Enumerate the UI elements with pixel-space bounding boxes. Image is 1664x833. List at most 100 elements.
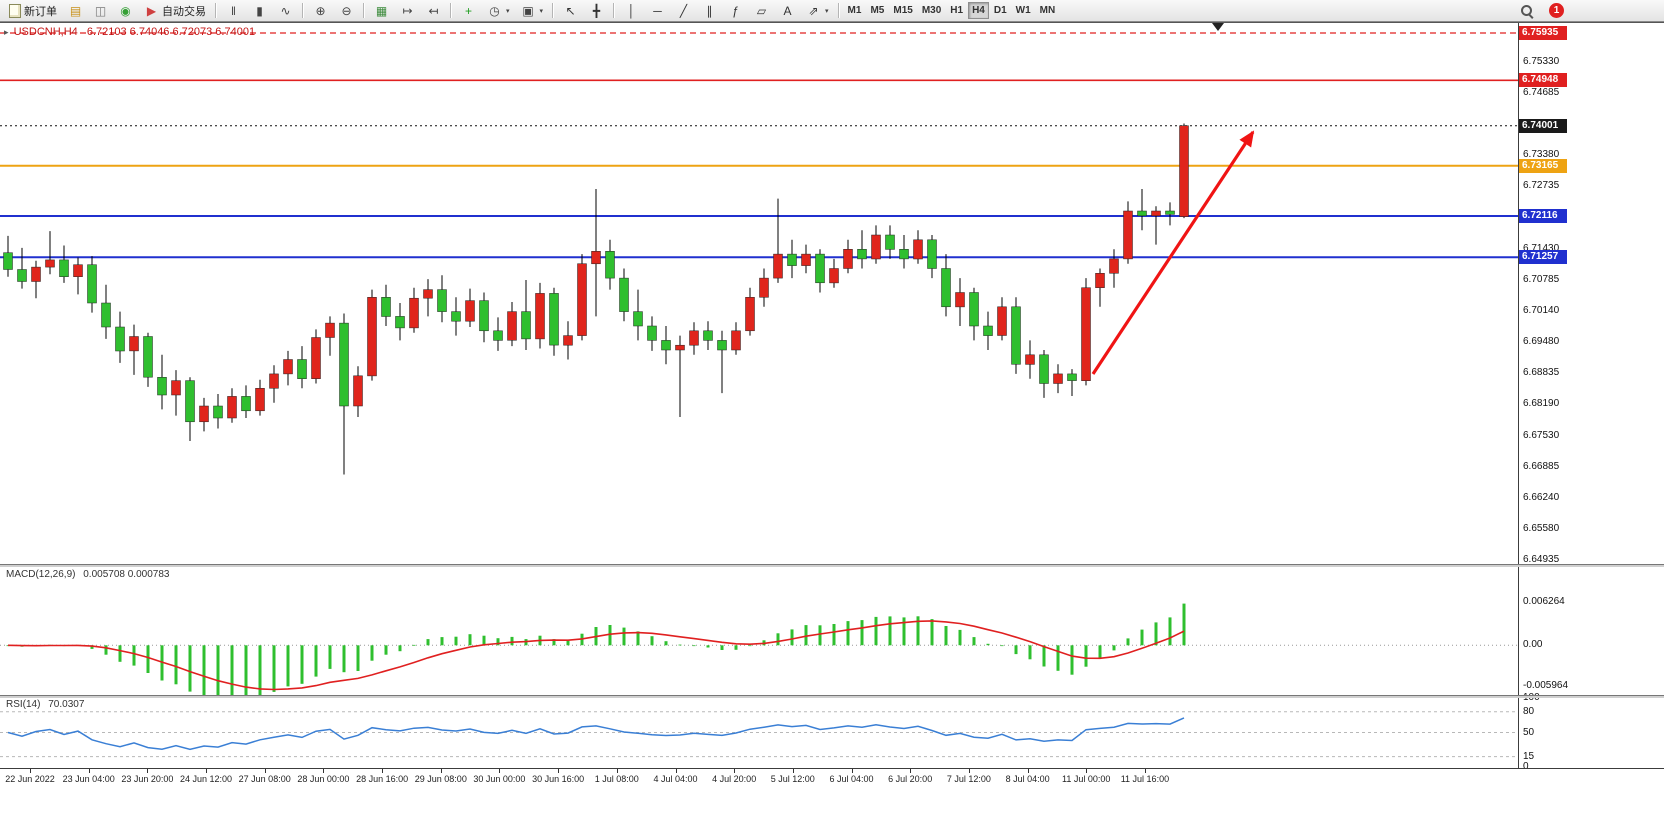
time-axis-label: 5 Jul 12:00 bbox=[770, 774, 815, 784]
time-axis-tick bbox=[147, 769, 149, 773]
cursor-button[interactable]: ↖ bbox=[558, 1, 583, 20]
price-axis-label: 6.67530 bbox=[1523, 430, 1560, 441]
notification-badge[interactable]: 1 bbox=[1549, 3, 1564, 18]
symbol-info-row: ▸ USDCNH,H4 6.72103 6.74046 6.72073 6.74… bbox=[4, 26, 255, 38]
symbol-timeframe-label: USDCNH,H4 bbox=[13, 26, 78, 38]
price-axis-label: 6.70140 bbox=[1523, 305, 1560, 316]
timeframe-H1-button[interactable]: H1 bbox=[946, 2, 967, 19]
candlesticks bbox=[3, 123, 1189, 475]
indicators-icon: + bbox=[464, 3, 472, 18]
time-axis-label: 4 Jul 04:00 bbox=[653, 774, 698, 784]
time-axis-tick bbox=[440, 769, 442, 773]
timeframe-W1-button[interactable]: W1 bbox=[1012, 2, 1035, 19]
timeframe-toolbar: M1 M5 M15 M30 H1 H4 D1 W1 MN bbox=[844, 2, 1060, 19]
price-axis-label: 6.65580 bbox=[1523, 523, 1560, 534]
time-axis[interactable]: 22 Jun 2022 23 Jun 04:00 23 Jun 20:00 24 Ju… bbox=[0, 768, 1664, 792]
templates-button[interactable]: ▣ ▾ bbox=[516, 1, 549, 20]
timeframe-M5-button[interactable]: M5 bbox=[866, 2, 888, 19]
toolbar-separator bbox=[215, 3, 217, 18]
new-order-button[interactable]: 新订单 bbox=[4, 1, 62, 20]
line-chart-icon: ∿ bbox=[280, 3, 291, 18]
profiles-button[interactable]: ◫ bbox=[88, 1, 113, 20]
new-chart-button[interactable]: ▤ bbox=[63, 1, 88, 20]
fibonacci-icon: ƒ bbox=[732, 3, 739, 18]
rsi-axis-label: 50 bbox=[1523, 727, 1535, 738]
time-axis-label: 27 Jun 08:00 bbox=[238, 774, 291, 784]
periods-icon: ◷ bbox=[489, 3, 500, 18]
shapes-icon: ▱ bbox=[756, 3, 767, 18]
mql-community-icon: ◉ bbox=[120, 3, 131, 18]
macd-name: MACD(12,26,9) bbox=[6, 569, 76, 580]
time-axis-label: 22 Jun 2022 bbox=[5, 774, 55, 784]
rsi-value: 70.0307 bbox=[48, 699, 85, 710]
main-chart-canvas[interactable] bbox=[0, 22, 1518, 566]
arrows-icon: ⇗ bbox=[808, 3, 819, 18]
auto-trading-button[interactable]: ▶ 自动交易 bbox=[139, 1, 211, 20]
time-axis-label: 23 Jun 20:00 bbox=[121, 774, 174, 784]
price-axis-label: 6.64935 bbox=[1523, 554, 1560, 565]
indicators-button[interactable]: + bbox=[456, 1, 481, 20]
horizontal-line-button[interactable]: ─ bbox=[645, 1, 670, 20]
time-axis-label: 6 Jul 04:00 bbox=[829, 774, 874, 784]
rsi-axis-label: 100 bbox=[1523, 692, 1540, 704]
arrows-button[interactable]: ⇗ ▾ bbox=[801, 1, 834, 20]
search-button[interactable] bbox=[1515, 1, 1539, 20]
candlestick-chart-button[interactable]: ▮ bbox=[247, 1, 272, 20]
price-axis-label: 6.74685 bbox=[1523, 87, 1560, 98]
macd-canvas[interactable] bbox=[0, 566, 1518, 697]
time-axis-tick bbox=[851, 769, 853, 773]
zoom-in-button[interactable]: ⊕ bbox=[308, 1, 333, 20]
time-axis-label: 4 Jul 20:00 bbox=[712, 774, 757, 784]
fibonacci-button[interactable]: ƒ bbox=[723, 1, 748, 20]
shapes-button[interactable]: ▱ bbox=[749, 1, 774, 20]
trendline-button[interactable]: ╱ bbox=[671, 1, 696, 20]
time-axis-label: 29 Jun 08:00 bbox=[414, 774, 467, 784]
equidistant-channel-button[interactable]: ∥ bbox=[697, 1, 722, 20]
price-axis-label: 6.73380 bbox=[1523, 149, 1560, 160]
line-chart-button[interactable]: ∿ bbox=[273, 1, 298, 20]
auto-scroll-button[interactable]: ↦ bbox=[395, 1, 420, 20]
time-axis-label: 30 Jun 00:00 bbox=[473, 774, 526, 784]
vertical-line-button[interactable]: │ bbox=[619, 1, 644, 20]
rsi-canvas[interactable] bbox=[0, 697, 1518, 768]
time-axis-tick bbox=[499, 769, 501, 773]
rsi-axis-label: 15 bbox=[1523, 751, 1535, 762]
profiles-icon: ◫ bbox=[94, 3, 107, 18]
trend-arrow[interactable] bbox=[1091, 130, 1255, 375]
panel-separator[interactable] bbox=[0, 564, 1664, 567]
tile-windows-button[interactable]: ▦ bbox=[369, 1, 394, 20]
toolbar-separator bbox=[552, 3, 555, 18]
arrows-caret-icon: ▾ bbox=[825, 7, 829, 15]
macd-axis-label: 0.00 bbox=[1523, 639, 1543, 650]
price-line-badge: 6.72116 bbox=[1519, 209, 1567, 223]
window-icon-group: ▤ ◫ ◉ bbox=[63, 1, 138, 20]
equidistant-channel-icon: ∥ bbox=[706, 3, 713, 18]
timeframe-D1-button[interactable]: D1 bbox=[990, 2, 1011, 19]
time-axis-label: 23 Jun 04:00 bbox=[62, 774, 115, 784]
crosshair-button[interactable]: ╋ bbox=[584, 1, 609, 20]
timeframe-MN-button[interactable]: MN bbox=[1036, 2, 1060, 19]
mql-community-button[interactable]: ◉ bbox=[113, 1, 138, 20]
time-axis-tick bbox=[264, 769, 266, 773]
bar-chart-button[interactable]: ‖ bbox=[221, 1, 246, 20]
price-axis[interactable]: 6.75330 6.74685 6.73380 6.72735 6.71430 6.707… bbox=[1518, 22, 1664, 772]
candlestick-chart-icon: ▮ bbox=[256, 3, 263, 18]
periods-caret-icon: ▾ bbox=[506, 7, 510, 15]
timeframe-M1-button[interactable]: M1 bbox=[844, 2, 866, 19]
oneclick-panel-arrow-icon[interactable]: ▸ bbox=[4, 27, 9, 37]
rsi-axis-label: 80 bbox=[1523, 706, 1535, 717]
time-axis-label: 7 Jul 12:00 bbox=[946, 774, 991, 784]
chart-shift-button[interactable]: ↤ bbox=[421, 1, 446, 20]
panel-separator[interactable] bbox=[0, 695, 1664, 698]
zoom-out-button[interactable]: ⊖ bbox=[334, 1, 359, 20]
timeframe-H4-button[interactable]: H4 bbox=[968, 2, 989, 19]
timeframe-M15-button[interactable]: M15 bbox=[889, 2, 916, 19]
periods-button[interactable]: ◷ ▾ bbox=[482, 1, 515, 20]
search-icon bbox=[1520, 4, 1534, 18]
new-order-label: 新订单 bbox=[24, 5, 57, 18]
horizontal-line-icon: ─ bbox=[653, 3, 662, 18]
timeframe-M30-button[interactable]: M30 bbox=[918, 2, 945, 19]
crosshair-icon: ╋ bbox=[592, 3, 601, 18]
text-button[interactable]: A bbox=[775, 1, 800, 20]
macd-values: 0.005708 0.000783 bbox=[83, 569, 170, 580]
